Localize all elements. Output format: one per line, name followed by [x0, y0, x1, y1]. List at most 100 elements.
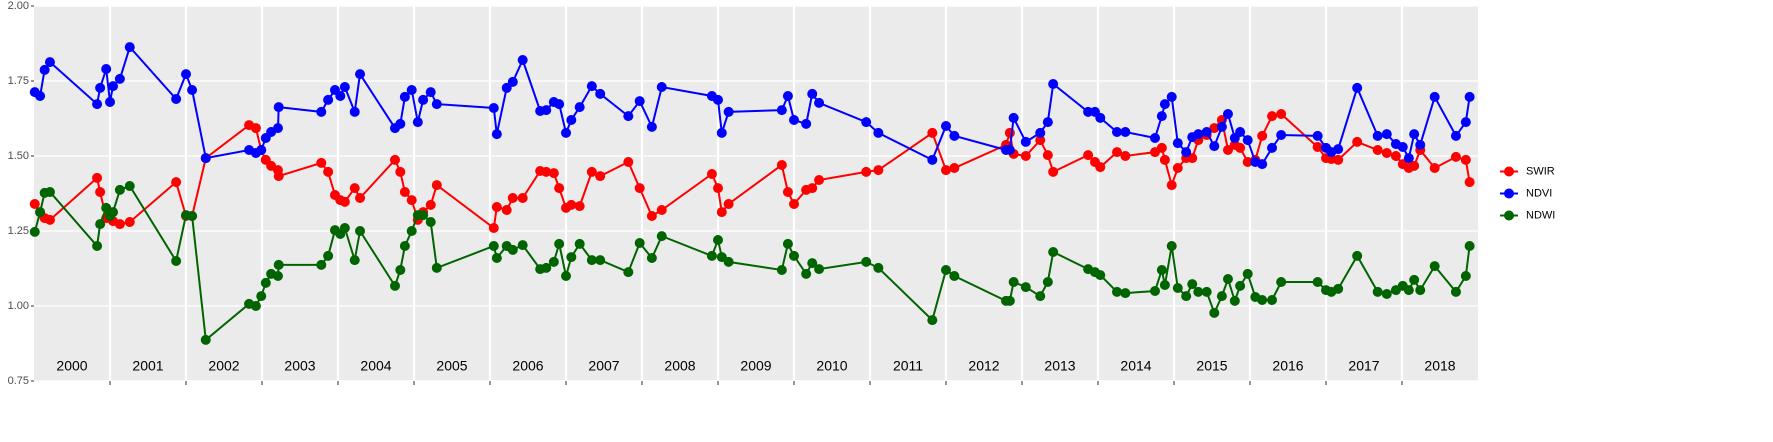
point: [634, 238, 645, 248]
point: [1312, 130, 1323, 141]
point: [171, 177, 182, 188]
point: [1257, 159, 1268, 170]
point: [1042, 117, 1053, 128]
point: [273, 171, 284, 182]
point: [35, 207, 46, 218]
point: [406, 195, 417, 206]
year-label: 2004: [360, 358, 391, 374]
year-label: 2014: [1120, 358, 1151, 374]
point: [574, 102, 585, 113]
point: [44, 187, 55, 197]
point: [272, 271, 283, 281]
point: [814, 97, 825, 108]
point: [29, 199, 40, 209]
point: [390, 154, 400, 165]
point: [95, 219, 106, 230]
point: [488, 103, 499, 113]
year-label: 2016: [1272, 358, 1303, 374]
point: [595, 88, 606, 99]
point: [323, 166, 334, 177]
point: [406, 85, 417, 95]
point: [250, 301, 261, 311]
point: [566, 199, 577, 210]
legend-marker: [1504, 210, 1514, 221]
year-label: 2009: [740, 358, 771, 374]
point: [273, 102, 284, 113]
point: [1008, 112, 1019, 123]
point: [1120, 288, 1131, 299]
y-tick-label: 0.75: [8, 375, 29, 387]
point: [789, 199, 799, 209]
point: [200, 153, 211, 164]
point: [713, 94, 723, 105]
point: [507, 193, 518, 203]
point: [105, 97, 115, 107]
year-label: 2001: [132, 358, 163, 374]
point: [801, 268, 812, 279]
point: [44, 214, 55, 225]
point: [807, 88, 818, 99]
point: [706, 250, 717, 261]
point: [949, 130, 960, 141]
legend-label: NDVI: [1526, 187, 1552, 199]
point: [1159, 280, 1170, 290]
point: [339, 196, 350, 207]
point: [171, 94, 182, 104]
point: [323, 250, 334, 261]
year-label: 2012: [968, 358, 999, 374]
year-label: 2003: [284, 358, 315, 374]
legend-marker: [1504, 166, 1514, 177]
point: [554, 238, 565, 249]
point: [646, 211, 657, 221]
year-label: 2002: [208, 358, 239, 374]
legend-marker: [1504, 188, 1514, 199]
point: [256, 145, 267, 155]
point: [425, 87, 436, 98]
point: [124, 42, 135, 53]
point: [713, 235, 723, 245]
point: [1120, 127, 1131, 137]
point: [1415, 285, 1426, 296]
point: [491, 202, 502, 212]
point: [1209, 141, 1220, 152]
point: [713, 183, 723, 194]
year-label: 2008: [664, 358, 695, 374]
point: [418, 210, 429, 221]
point: [349, 106, 360, 117]
point: [250, 123, 261, 134]
point: [561, 271, 571, 281]
point: [1095, 270, 1106, 281]
point: [723, 106, 734, 117]
point: [541, 166, 552, 177]
point: [488, 223, 499, 233]
point: [706, 169, 717, 179]
point: [776, 265, 787, 275]
point: [814, 175, 825, 185]
point: [1187, 279, 1198, 290]
point: [35, 91, 46, 101]
point: [646, 253, 657, 263]
point: [108, 207, 119, 218]
point: [399, 187, 410, 197]
point: [548, 256, 559, 267]
point: [114, 219, 125, 230]
point: [1352, 250, 1363, 261]
point: [716, 207, 727, 218]
point: [412, 117, 423, 128]
point: [406, 226, 417, 236]
point: [1201, 286, 1212, 297]
point: [1381, 148, 1392, 158]
point: [595, 171, 606, 182]
point: [431, 180, 442, 191]
point: [124, 181, 135, 191]
point: [355, 69, 366, 80]
point: [1020, 151, 1031, 161]
point: [1193, 129, 1204, 140]
point: [339, 223, 350, 233]
point: [1209, 123, 1220, 134]
point: [92, 99, 103, 110]
point: [1312, 142, 1323, 152]
point: [656, 82, 667, 92]
year-label: 2018: [1424, 358, 1455, 374]
point: [1181, 147, 1192, 158]
